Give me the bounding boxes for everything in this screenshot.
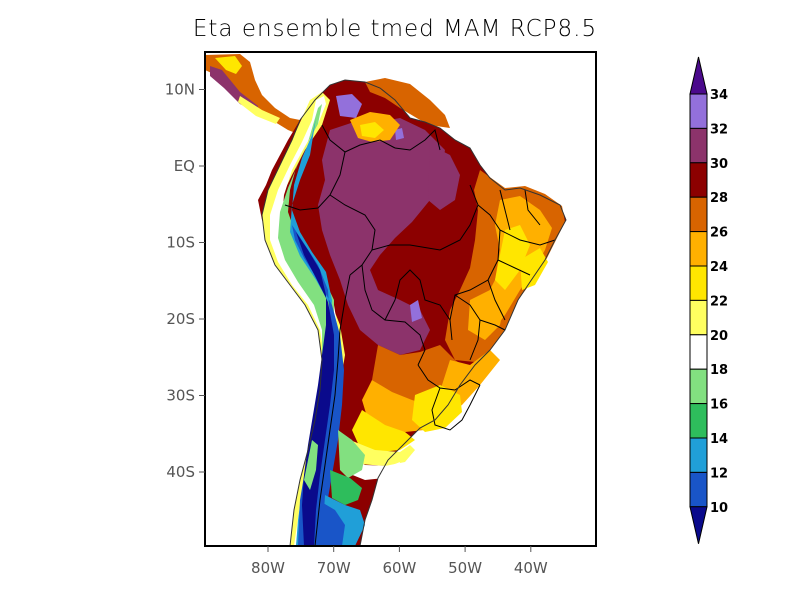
country-borders xyxy=(284,124,556,546)
lat-tick-label: 20S xyxy=(166,310,195,328)
colorbar-label: 30 xyxy=(710,157,728,172)
lat-tick-label: 10S xyxy=(166,234,195,252)
colorbar-swatch xyxy=(689,196,708,233)
map-frame xyxy=(204,51,597,547)
map-title: Eta ensemble tmed MAM RCP8.5 xyxy=(192,16,598,42)
colorbar-label: 34 xyxy=(710,88,728,103)
lon-tick-label: 50W xyxy=(448,559,482,577)
colorbar-label: 14 xyxy=(710,432,728,447)
colorbar-swatch xyxy=(689,93,708,129)
colorbar-swatch xyxy=(689,127,708,164)
region-amazon xyxy=(318,118,445,355)
colorbar-swatch xyxy=(689,403,708,439)
lon-tick-label: 80W xyxy=(251,559,285,577)
colorbar-label: 26 xyxy=(710,226,728,241)
lat-tick-label: 40S xyxy=(166,463,195,481)
lon-tick-label: 70W xyxy=(317,559,351,577)
colorbar-swatch xyxy=(689,162,708,198)
lat-tick-label: 10N xyxy=(165,81,195,99)
colorbar-swatch xyxy=(689,368,708,405)
colorbar-swatch xyxy=(689,471,708,508)
colorbar-over-arrow xyxy=(689,56,708,95)
colorbar-swatch xyxy=(689,265,708,301)
colorbar-label: 28 xyxy=(710,191,728,206)
colorbar-under-arrow xyxy=(689,506,708,544)
colorbar-label: 16 xyxy=(710,398,728,413)
lat-tick-label: 30S xyxy=(166,387,195,405)
colorbar: 10 12 14 16 18 20 22 24 26 28 30 32 34 xyxy=(689,56,728,544)
colorbar-label: 10 xyxy=(710,501,728,516)
temperature-field xyxy=(205,54,567,546)
colorbar-swatch xyxy=(689,231,708,267)
colorbar-swatch xyxy=(689,334,708,370)
colorbar-swatch xyxy=(689,437,708,473)
colorbar-swatch xyxy=(689,299,708,336)
latitude-axis: 10N EQ 10S 20S 30S 40S xyxy=(165,81,205,481)
coastline xyxy=(299,79,567,546)
colorbar-label: 22 xyxy=(710,294,728,309)
lon-tick-label: 40W xyxy=(514,559,548,577)
colorbar-label: 24 xyxy=(710,260,728,275)
lon-tick-label: 60W xyxy=(382,559,416,577)
colorbar-label: 32 xyxy=(710,122,728,137)
colorbar-label: 12 xyxy=(710,466,728,481)
colorbar-label: 20 xyxy=(710,329,728,344)
longitude-axis: 80W 70W 60W 50W 40W xyxy=(251,546,548,577)
lat-tick-label: EQ xyxy=(174,157,195,175)
region-central-america xyxy=(205,54,306,134)
colorbar-label: 18 xyxy=(710,363,728,378)
